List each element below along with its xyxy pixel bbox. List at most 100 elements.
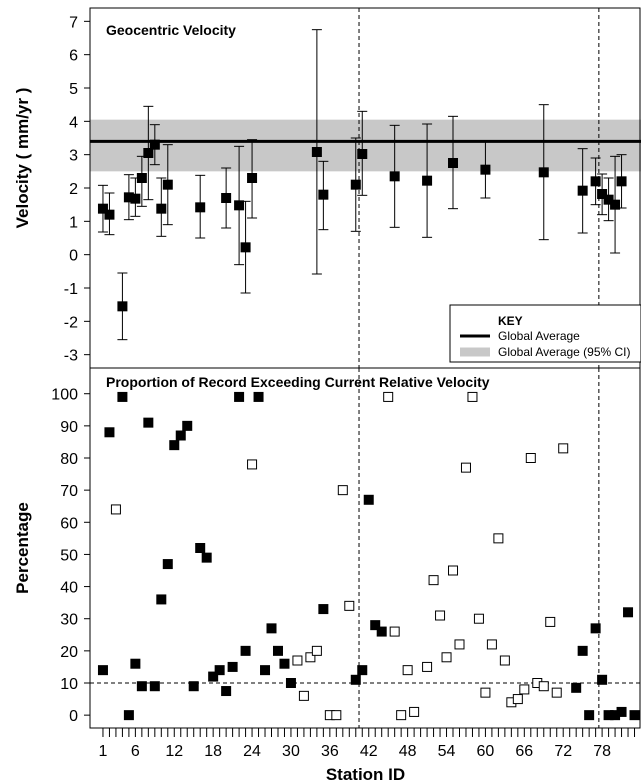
percentage-point-open bbox=[389, 626, 400, 637]
percentage-point-open bbox=[558, 443, 569, 454]
percentage-point-filled bbox=[136, 681, 147, 692]
velocity-points bbox=[97, 139, 627, 312]
percentage-point-filled bbox=[376, 626, 387, 637]
y-tick-label: 4 bbox=[69, 114, 78, 131]
percentage-point-open bbox=[337, 485, 348, 496]
percentage-point-filled bbox=[272, 645, 283, 656]
percentage-point-open bbox=[344, 600, 355, 611]
y-tick-label: 50 bbox=[60, 547, 78, 564]
percentage-point-filled bbox=[590, 623, 601, 634]
x-tick-label: 36 bbox=[321, 743, 339, 760]
velocity-point bbox=[240, 242, 251, 253]
percentage-point-filled bbox=[143, 417, 154, 428]
percentage-point-filled bbox=[610, 710, 621, 721]
velocity-point bbox=[311, 147, 322, 157]
velocity-point bbox=[318, 189, 329, 200]
velocity-point bbox=[603, 194, 614, 205]
velocity-point bbox=[136, 173, 147, 183]
percentage-point-open bbox=[402, 665, 413, 676]
velocity-point bbox=[104, 209, 115, 220]
error-bars bbox=[97, 29, 627, 341]
y-tick-label: 6 bbox=[69, 48, 78, 65]
bottom-panel-title: Proportion of Record Exceeding Current R… bbox=[106, 374, 490, 390]
x-tick-label: 12 bbox=[165, 743, 183, 760]
percentage-point-open bbox=[448, 565, 459, 576]
top-y-axis-label: Velocity ( mm/yr ) bbox=[13, 88, 32, 229]
percentage-point-filled bbox=[603, 710, 614, 721]
percentage-point-open bbox=[454, 639, 465, 650]
percentage-point-filled bbox=[629, 710, 640, 721]
percentage-point-filled bbox=[266, 623, 277, 634]
percentage-point-filled bbox=[571, 682, 582, 693]
percentage-point-filled bbox=[130, 658, 141, 669]
velocity-point bbox=[221, 193, 232, 203]
percentage-point-open bbox=[551, 687, 562, 698]
x-tick-label: 66 bbox=[515, 743, 533, 760]
y-tick-label: 80 bbox=[60, 451, 78, 468]
x-tick-label: 6 bbox=[131, 743, 140, 760]
y-tick-label: -1 bbox=[64, 281, 78, 298]
velocity-panel: 7 6 5 4 3 2 1 0 -1 -2 -3 Geocentric Velocity Veloc… bbox=[13, 7, 641, 369]
percentage-point-open bbox=[499, 655, 510, 666]
y-tick-label: 7 bbox=[69, 14, 78, 31]
percentage-point-filled bbox=[260, 665, 271, 676]
percentage-point-filled bbox=[104, 427, 115, 438]
y-tick-label: 0 bbox=[69, 708, 78, 725]
top-panel-title: Geocentric Velocity bbox=[106, 22, 236, 38]
y-tick-label: 40 bbox=[60, 580, 78, 597]
percentage-point-filled bbox=[623, 607, 634, 618]
velocity-point bbox=[577, 185, 588, 196]
percentage-point-open bbox=[422, 661, 433, 672]
percentage-point-filled bbox=[188, 681, 199, 692]
percentage-point-filled bbox=[240, 645, 251, 656]
velocity-point bbox=[389, 171, 400, 182]
percentage-point-open bbox=[538, 681, 549, 692]
percentage-point-open bbox=[473, 613, 484, 624]
velocity-point bbox=[149, 139, 160, 150]
percentage-point-open bbox=[298, 690, 309, 701]
percentage-point-open bbox=[512, 694, 523, 705]
percentage-point-open bbox=[396, 710, 407, 721]
percentage-point-open bbox=[331, 710, 342, 721]
percentage-point-filled bbox=[370, 620, 381, 631]
velocity-point bbox=[234, 200, 245, 211]
bottom-divider-lines bbox=[358, 368, 600, 728]
percentage-point-filled bbox=[357, 665, 368, 676]
global-average-ci-band bbox=[90, 119, 641, 172]
percentage-point-filled bbox=[175, 430, 186, 441]
percentage-point-open bbox=[525, 453, 536, 463]
velocity-point bbox=[350, 179, 361, 190]
y-tick-label: 0 bbox=[69, 248, 78, 265]
percentage-point-filled bbox=[253, 391, 264, 402]
x-tick-label: 60 bbox=[477, 743, 495, 760]
y-tick-label: 5 bbox=[69, 81, 78, 98]
percentage-point-filled bbox=[363, 494, 374, 505]
percentage-point-open bbox=[519, 684, 530, 695]
percentage-point-open bbox=[383, 391, 394, 402]
percentage-point-filled bbox=[208, 671, 219, 682]
bottom-plot-frame bbox=[89, 367, 641, 729]
legend-key: KEY Global Average Global Average (95% C… bbox=[449, 304, 641, 363]
velocity-point bbox=[143, 148, 154, 158]
velocity-point bbox=[357, 149, 368, 159]
y-tick-label: -3 bbox=[64, 348, 78, 365]
percentage-point-open bbox=[441, 652, 452, 663]
percentage-point-filled bbox=[350, 674, 361, 685]
x-axis-label: Station ID bbox=[326, 765, 405, 784]
percentage-point-filled bbox=[234, 391, 245, 402]
percentage-point-filled bbox=[584, 710, 595, 721]
velocity-point bbox=[480, 164, 491, 175]
percentage-point-open bbox=[305, 652, 316, 663]
x-tick-label: 54 bbox=[438, 743, 456, 760]
percentage-point-open bbox=[493, 533, 504, 544]
percentage-point-filled bbox=[182, 420, 193, 431]
legend-item-global-average-ci: Global Average (95% CI) bbox=[498, 345, 631, 359]
percentage-point-filled bbox=[117, 391, 128, 402]
percentage-point-open bbox=[110, 504, 121, 515]
y-tick-label: 10 bbox=[60, 676, 78, 693]
velocity-point bbox=[422, 175, 433, 186]
percentage-point-filled bbox=[577, 645, 588, 656]
percentage-point-filled bbox=[156, 594, 167, 605]
velocity-point bbox=[590, 176, 601, 187]
